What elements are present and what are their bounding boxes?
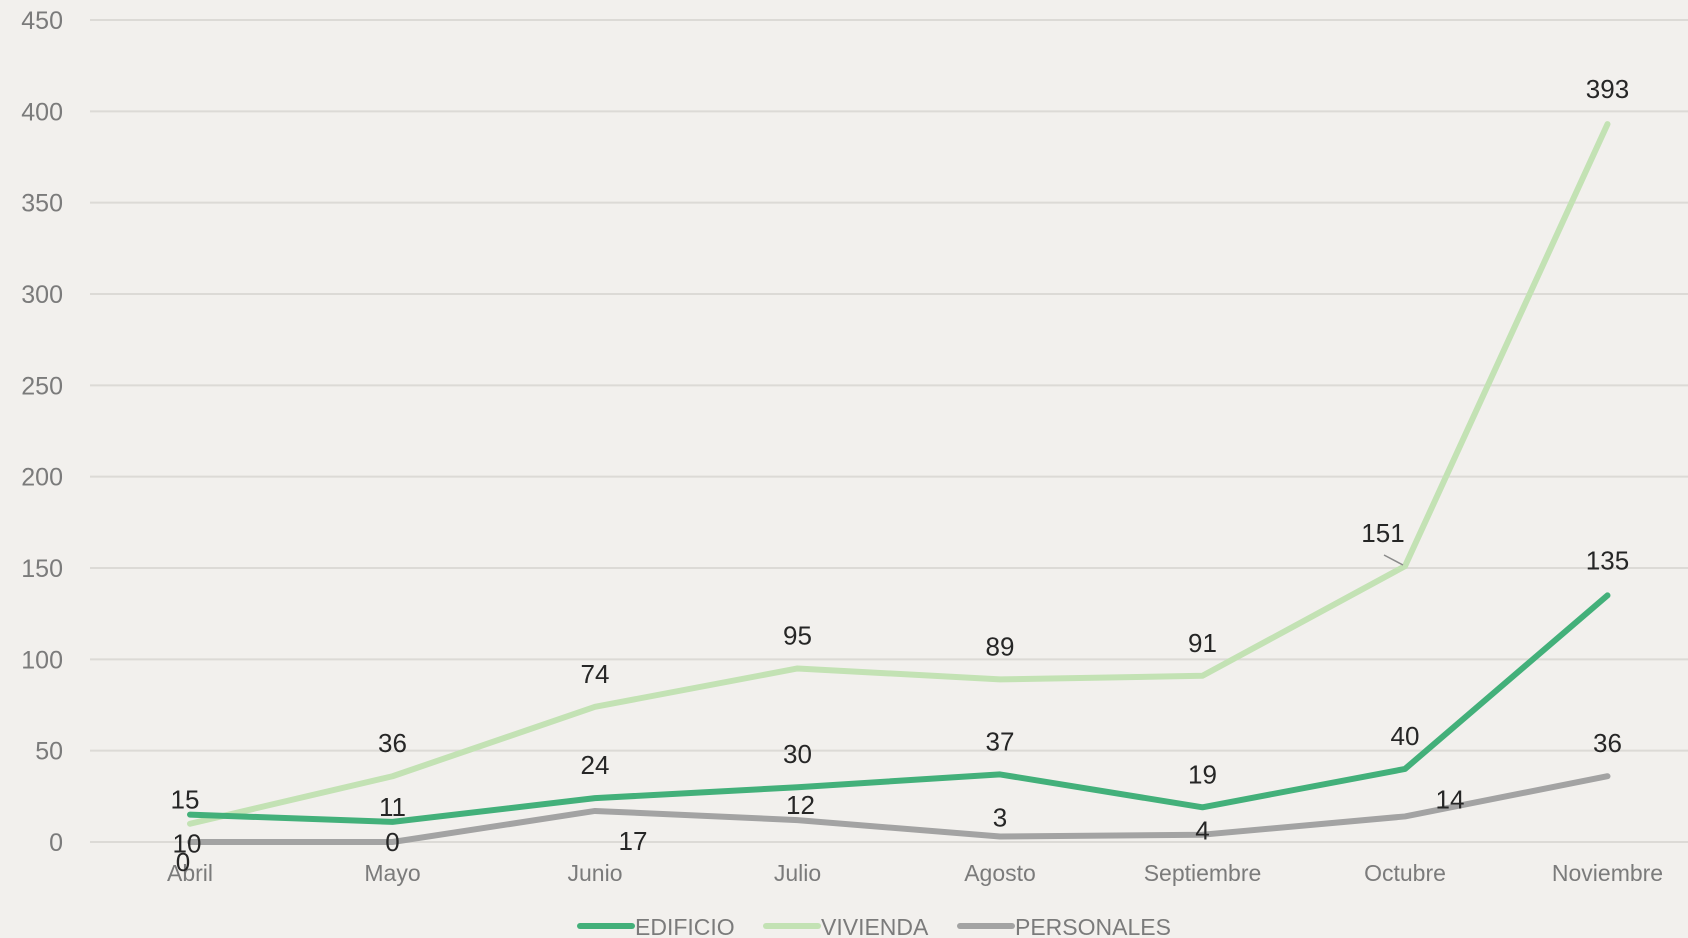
data-label-personales: 14 — [1436, 784, 1465, 814]
legend-label-vivienda: VIVIENDA — [821, 914, 929, 938]
y-tick-label: 100 — [21, 646, 63, 674]
data-label-edificio: 24 — [581, 750, 610, 780]
data-label-personales: 12 — [786, 790, 815, 820]
legend: EDIFICIO VIVIENDA PERSONALES — [577, 914, 1171, 938]
x-tick-label: Abril — [167, 860, 213, 886]
data-label-edificio: 40 — [1391, 721, 1420, 751]
y-tick-label: 300 — [21, 281, 63, 309]
data-label-vivienda: 10 — [173, 829, 202, 859]
series-line-personales — [187, 773, 1611, 845]
series-line-edificio — [187, 592, 1611, 825]
y-tick-label: 450 — [21, 7, 63, 35]
x-tick-label: Mayo — [364, 860, 420, 886]
gridlines — [90, 19, 1688, 843]
data-label-vivienda: 89 — [986, 631, 1015, 661]
data-label-vivienda: 91 — [1188, 628, 1217, 658]
data-label-personales: 0 — [385, 827, 399, 857]
x-tick-label: Julio — [774, 860, 821, 886]
data-label-edificio: 37 — [986, 726, 1015, 756]
data-labels: 15 11 24 30 37 19 40 135 10 36 74 95 89 91 151 393 0 0 17 1… — [171, 74, 1630, 877]
y-axis-ticks: 0 50 100 150 200 250 300 350 400 450 — [21, 7, 63, 857]
y-tick-label: 350 — [21, 190, 63, 218]
y-tick-label: 400 — [21, 98, 63, 126]
y-tick-label: 150 — [21, 555, 63, 583]
data-label-vivienda: 151 — [1361, 518, 1404, 548]
y-tick-label: 200 — [21, 464, 63, 492]
data-label-personales: 17 — [619, 826, 648, 856]
data-label-personales: 36 — [1593, 728, 1622, 758]
series-lines — [187, 121, 1611, 845]
data-label-edificio: 135 — [1586, 545, 1629, 575]
x-tick-label: Junio — [568, 860, 623, 886]
data-label-personales: 0 — [176, 847, 190, 877]
x-tick-label: Octubre — [1364, 860, 1446, 886]
series-line-vivienda — [187, 121, 1611, 827]
data-label-vivienda: 36 — [378, 728, 407, 758]
data-label-personales: 4 — [1195, 816, 1209, 846]
y-tick-label: 0 — [49, 829, 63, 857]
x-tick-label: Agosto — [964, 860, 1036, 886]
data-label-vivienda: 74 — [581, 659, 610, 689]
x-tick-label: Noviembre — [1552, 860, 1663, 886]
data-label-edificio: 19 — [1188, 759, 1217, 789]
data-label-vivienda: 95 — [783, 620, 812, 650]
leader-line — [1383, 554, 1404, 566]
data-label-vivienda: 393 — [1586, 74, 1629, 104]
x-axis-ticks: Abril Mayo Junio Julio Agosto Septiembre Octub… — [167, 860, 1663, 886]
x-tick-label: Septiembre — [1144, 860, 1262, 886]
data-label-edificio: 11 — [379, 792, 406, 822]
data-label-edificio: 30 — [783, 739, 812, 769]
y-tick-label: 250 — [21, 372, 63, 400]
data-label-edificio: 15 — [171, 785, 200, 815]
y-tick-label: 50 — [35, 738, 63, 766]
legend-label-personales: PERSONALES — [1015, 914, 1171, 938]
legend-label-edificio: EDIFICIO — [635, 914, 735, 938]
data-label-personales: 3 — [993, 803, 1007, 833]
